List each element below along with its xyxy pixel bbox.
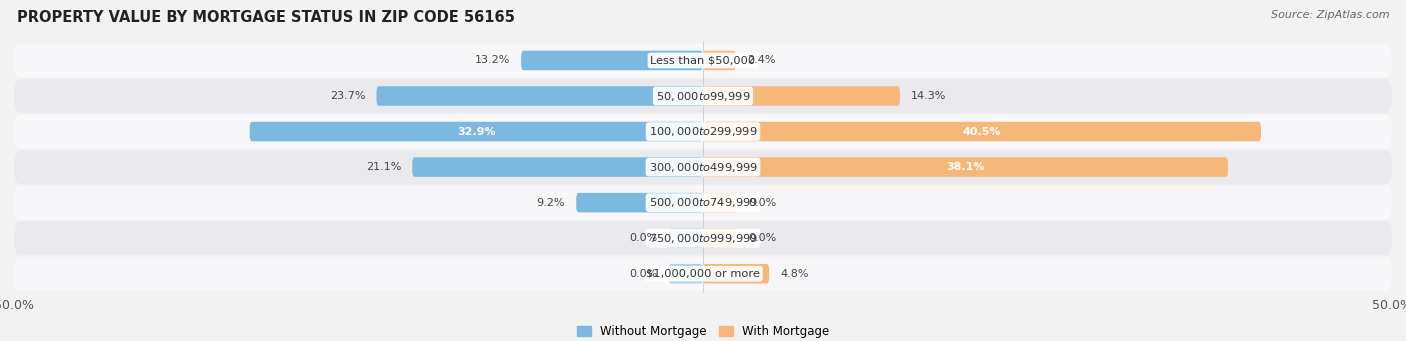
FancyBboxPatch shape: [703, 157, 1227, 177]
FancyBboxPatch shape: [377, 86, 703, 106]
FancyBboxPatch shape: [14, 43, 1392, 77]
Text: 40.5%: 40.5%: [963, 127, 1001, 136]
FancyBboxPatch shape: [703, 122, 1261, 141]
FancyBboxPatch shape: [703, 51, 737, 70]
Text: 0.0%: 0.0%: [748, 233, 776, 243]
Text: 0.0%: 0.0%: [748, 198, 776, 208]
Text: $500,000 to $749,999: $500,000 to $749,999: [648, 196, 758, 209]
FancyBboxPatch shape: [703, 228, 738, 248]
Text: $100,000 to $299,999: $100,000 to $299,999: [648, 125, 758, 138]
Text: 14.3%: 14.3%: [911, 91, 946, 101]
FancyBboxPatch shape: [250, 122, 703, 141]
Text: 21.1%: 21.1%: [366, 162, 401, 172]
Text: 9.2%: 9.2%: [537, 198, 565, 208]
Legend: Without Mortgage, With Mortgage: Without Mortgage, With Mortgage: [572, 321, 834, 341]
FancyBboxPatch shape: [522, 51, 703, 70]
FancyBboxPatch shape: [669, 264, 703, 283]
Text: 4.8%: 4.8%: [780, 269, 808, 279]
Text: $1,000,000 or more: $1,000,000 or more: [647, 269, 759, 279]
Text: 2.4%: 2.4%: [747, 56, 776, 65]
FancyBboxPatch shape: [703, 86, 900, 106]
Text: 23.7%: 23.7%: [330, 91, 366, 101]
Text: Less than $50,000: Less than $50,000: [651, 56, 755, 65]
FancyBboxPatch shape: [576, 193, 703, 212]
FancyBboxPatch shape: [14, 150, 1392, 184]
FancyBboxPatch shape: [14, 257, 1392, 291]
FancyBboxPatch shape: [703, 264, 769, 283]
Text: Source: ZipAtlas.com: Source: ZipAtlas.com: [1271, 10, 1389, 20]
Text: PROPERTY VALUE BY MORTGAGE STATUS IN ZIP CODE 56165: PROPERTY VALUE BY MORTGAGE STATUS IN ZIP…: [17, 10, 515, 25]
Text: 13.2%: 13.2%: [475, 56, 510, 65]
FancyBboxPatch shape: [14, 186, 1392, 220]
FancyBboxPatch shape: [14, 79, 1392, 113]
Text: 0.0%: 0.0%: [630, 233, 658, 243]
FancyBboxPatch shape: [14, 115, 1392, 149]
Text: $300,000 to $499,999: $300,000 to $499,999: [648, 161, 758, 174]
FancyBboxPatch shape: [703, 193, 738, 212]
FancyBboxPatch shape: [412, 157, 703, 177]
Text: 32.9%: 32.9%: [457, 127, 496, 136]
FancyBboxPatch shape: [14, 221, 1392, 255]
Text: $750,000 to $999,999: $750,000 to $999,999: [648, 232, 758, 245]
Text: 38.1%: 38.1%: [946, 162, 984, 172]
Text: $50,000 to $99,999: $50,000 to $99,999: [655, 89, 751, 103]
Text: 0.0%: 0.0%: [630, 269, 658, 279]
FancyBboxPatch shape: [669, 228, 703, 248]
